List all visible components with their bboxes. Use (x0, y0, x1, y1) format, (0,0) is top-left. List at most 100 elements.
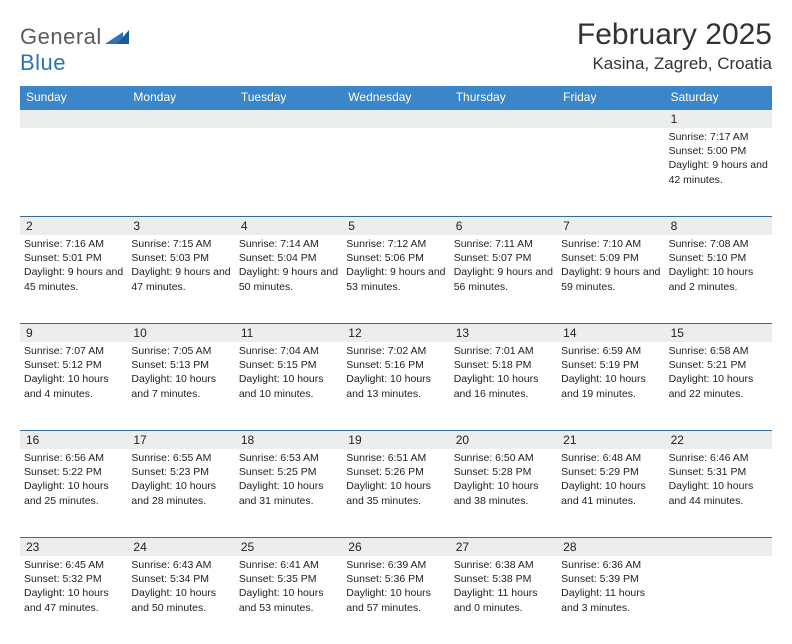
cell-info-line: Daylight: 10 hours and 44 minutes. (669, 479, 768, 507)
day-number: 4 (235, 217, 342, 235)
day-number: 21 (557, 431, 664, 449)
cell-info-line: Sunset: 5:29 PM (561, 465, 660, 479)
day-number: 8 (665, 217, 772, 235)
cell-info-line: Sunrise: 7:17 AM (669, 130, 768, 144)
cell-info-line: Sunset: 5:38 PM (454, 572, 553, 586)
cell-info-line: Daylight: 9 hours and 45 minutes. (24, 265, 123, 293)
cell-info-line: Sunrise: 7:08 AM (669, 237, 768, 251)
daynum-row: 16171819202122 (20, 430, 772, 449)
calendar-cell: Sunrise: 7:15 AMSunset: 5:03 PMDaylight:… (127, 235, 234, 323)
calendar-cell (235, 128, 342, 216)
cell-info-line: Daylight: 10 hours and 10 minutes. (239, 372, 338, 400)
cell-info-line: Daylight: 10 hours and 19 minutes. (561, 372, 660, 400)
cell-info-line: Sunset: 5:04 PM (239, 251, 338, 265)
cell-info-line: Daylight: 9 hours and 47 minutes. (131, 265, 230, 293)
day-number: 2 (20, 217, 127, 235)
cell-info-line: Daylight: 9 hours and 56 minutes. (454, 265, 553, 293)
cell-info-line: Daylight: 11 hours and 0 minutes. (454, 586, 553, 614)
cell-info-line: Daylight: 10 hours and 4 minutes. (24, 372, 123, 400)
week-row: Sunrise: 6:56 AMSunset: 5:22 PMDaylight:… (20, 449, 772, 537)
cell-info-line: Sunrise: 6:56 AM (24, 451, 123, 465)
daynum-row: 1 (20, 110, 772, 128)
cell-info-line: Daylight: 10 hours and 38 minutes. (454, 479, 553, 507)
cell-info-line: Sunset: 5:03 PM (131, 251, 230, 265)
logo-word2: Blue (20, 50, 66, 75)
day-number: 25 (235, 538, 342, 556)
cell-info-line: Sunrise: 6:45 AM (24, 558, 123, 572)
cell-info-line: Daylight: 9 hours and 59 minutes. (561, 265, 660, 293)
daynum-row: 232425262728 (20, 537, 772, 556)
cell-info-line: Sunset: 5:16 PM (346, 358, 445, 372)
day-number (557, 110, 664, 128)
day-number: 3 (127, 217, 234, 235)
cell-info-line: Sunrise: 6:48 AM (561, 451, 660, 465)
cell-info-line: Sunrise: 6:41 AM (239, 558, 338, 572)
cell-info-line: Daylight: 10 hours and 47 minutes. (24, 586, 123, 614)
cell-info-line: Sunrise: 6:53 AM (239, 451, 338, 465)
calendar-cell: Sunrise: 6:39 AMSunset: 5:36 PMDaylight:… (342, 556, 449, 644)
cell-info-line: Daylight: 9 hours and 42 minutes. (669, 158, 768, 186)
cell-info-line: Sunrise: 7:05 AM (131, 344, 230, 358)
month-title: February 2025 (577, 18, 772, 52)
day-of-week-header: Sunday Monday Tuesday Wednesday Thursday… (20, 86, 772, 110)
logo-mark-icon (105, 30, 129, 49)
cell-info-line: Sunrise: 6:36 AM (561, 558, 660, 572)
calendar-cell: Sunrise: 7:08 AMSunset: 5:10 PMDaylight:… (665, 235, 772, 323)
cell-info-line: Daylight: 10 hours and 50 minutes. (131, 586, 230, 614)
cell-info-line: Sunrise: 7:02 AM (346, 344, 445, 358)
calendar-cell (127, 128, 234, 216)
cell-info-line: Sunset: 5:32 PM (24, 572, 123, 586)
day-number: 28 (557, 538, 664, 556)
day-number (342, 110, 449, 128)
calendar-cell: Sunrise: 6:56 AMSunset: 5:22 PMDaylight:… (20, 449, 127, 537)
day-number: 5 (342, 217, 449, 235)
cell-info-line: Sunset: 5:22 PM (24, 465, 123, 479)
week-row: Sunrise: 6:45 AMSunset: 5:32 PMDaylight:… (20, 556, 772, 644)
cell-info-line: Sunset: 5:01 PM (24, 251, 123, 265)
calendar-cell: Sunrise: 7:07 AMSunset: 5:12 PMDaylight:… (20, 342, 127, 430)
day-number: 22 (665, 431, 772, 449)
dow-sunday: Sunday (20, 86, 127, 110)
cell-info-line: Sunrise: 7:01 AM (454, 344, 553, 358)
cell-info-line: Sunrise: 6:50 AM (454, 451, 553, 465)
week-row: Sunrise: 7:16 AMSunset: 5:01 PMDaylight:… (20, 235, 772, 323)
cell-info-line: Sunrise: 7:11 AM (454, 237, 553, 251)
dow-thursday: Thursday (450, 86, 557, 110)
calendar-cell: Sunrise: 6:55 AMSunset: 5:23 PMDaylight:… (127, 449, 234, 537)
cell-info-line: Daylight: 10 hours and 41 minutes. (561, 479, 660, 507)
cell-info-line: Daylight: 10 hours and 13 minutes. (346, 372, 445, 400)
cell-info-line: Sunset: 5:26 PM (346, 465, 445, 479)
cell-info-line: Sunset: 5:15 PM (239, 358, 338, 372)
cell-info-line: Sunrise: 7:07 AM (24, 344, 123, 358)
cell-info-line: Daylight: 10 hours and 22 minutes. (669, 372, 768, 400)
title-block: February 2025 Kasina, Zagreb, Croatia (577, 18, 772, 74)
cell-info-line: Sunrise: 6:55 AM (131, 451, 230, 465)
calendar-cell: Sunrise: 7:17 AMSunset: 5:00 PMDaylight:… (665, 128, 772, 216)
day-number: 14 (557, 324, 664, 342)
daynum-row: 9101112131415 (20, 323, 772, 342)
cell-info-line: Daylight: 10 hours and 2 minutes. (669, 265, 768, 293)
calendar-cell: Sunrise: 6:46 AMSunset: 5:31 PMDaylight:… (665, 449, 772, 537)
calendar-cell: Sunrise: 7:11 AMSunset: 5:07 PMDaylight:… (450, 235, 557, 323)
calendar-cell: Sunrise: 6:51 AMSunset: 5:26 PMDaylight:… (342, 449, 449, 537)
dow-wednesday: Wednesday (342, 86, 449, 110)
day-number (127, 110, 234, 128)
calendar-cell (665, 556, 772, 644)
day-number: 26 (342, 538, 449, 556)
cell-info-line: Sunrise: 7:12 AM (346, 237, 445, 251)
calendar-cell: Sunrise: 7:16 AMSunset: 5:01 PMDaylight:… (20, 235, 127, 323)
day-number: 24 (127, 538, 234, 556)
cell-info-line: Sunrise: 7:16 AM (24, 237, 123, 251)
day-number: 6 (450, 217, 557, 235)
cell-info-line: Sunset: 5:06 PM (346, 251, 445, 265)
cell-info-line: Daylight: 9 hours and 53 minutes. (346, 265, 445, 293)
cell-info-line: Sunrise: 7:04 AM (239, 344, 338, 358)
cell-info-line: Daylight: 10 hours and 25 minutes. (24, 479, 123, 507)
cell-info-line: Sunset: 5:23 PM (131, 465, 230, 479)
day-number: 23 (20, 538, 127, 556)
cell-info-line: Sunset: 5:39 PM (561, 572, 660, 586)
calendar-cell: Sunrise: 6:36 AMSunset: 5:39 PMDaylight:… (557, 556, 664, 644)
cell-info-line: Sunset: 5:25 PM (239, 465, 338, 479)
calendar-cell (342, 128, 449, 216)
day-number (665, 538, 772, 556)
